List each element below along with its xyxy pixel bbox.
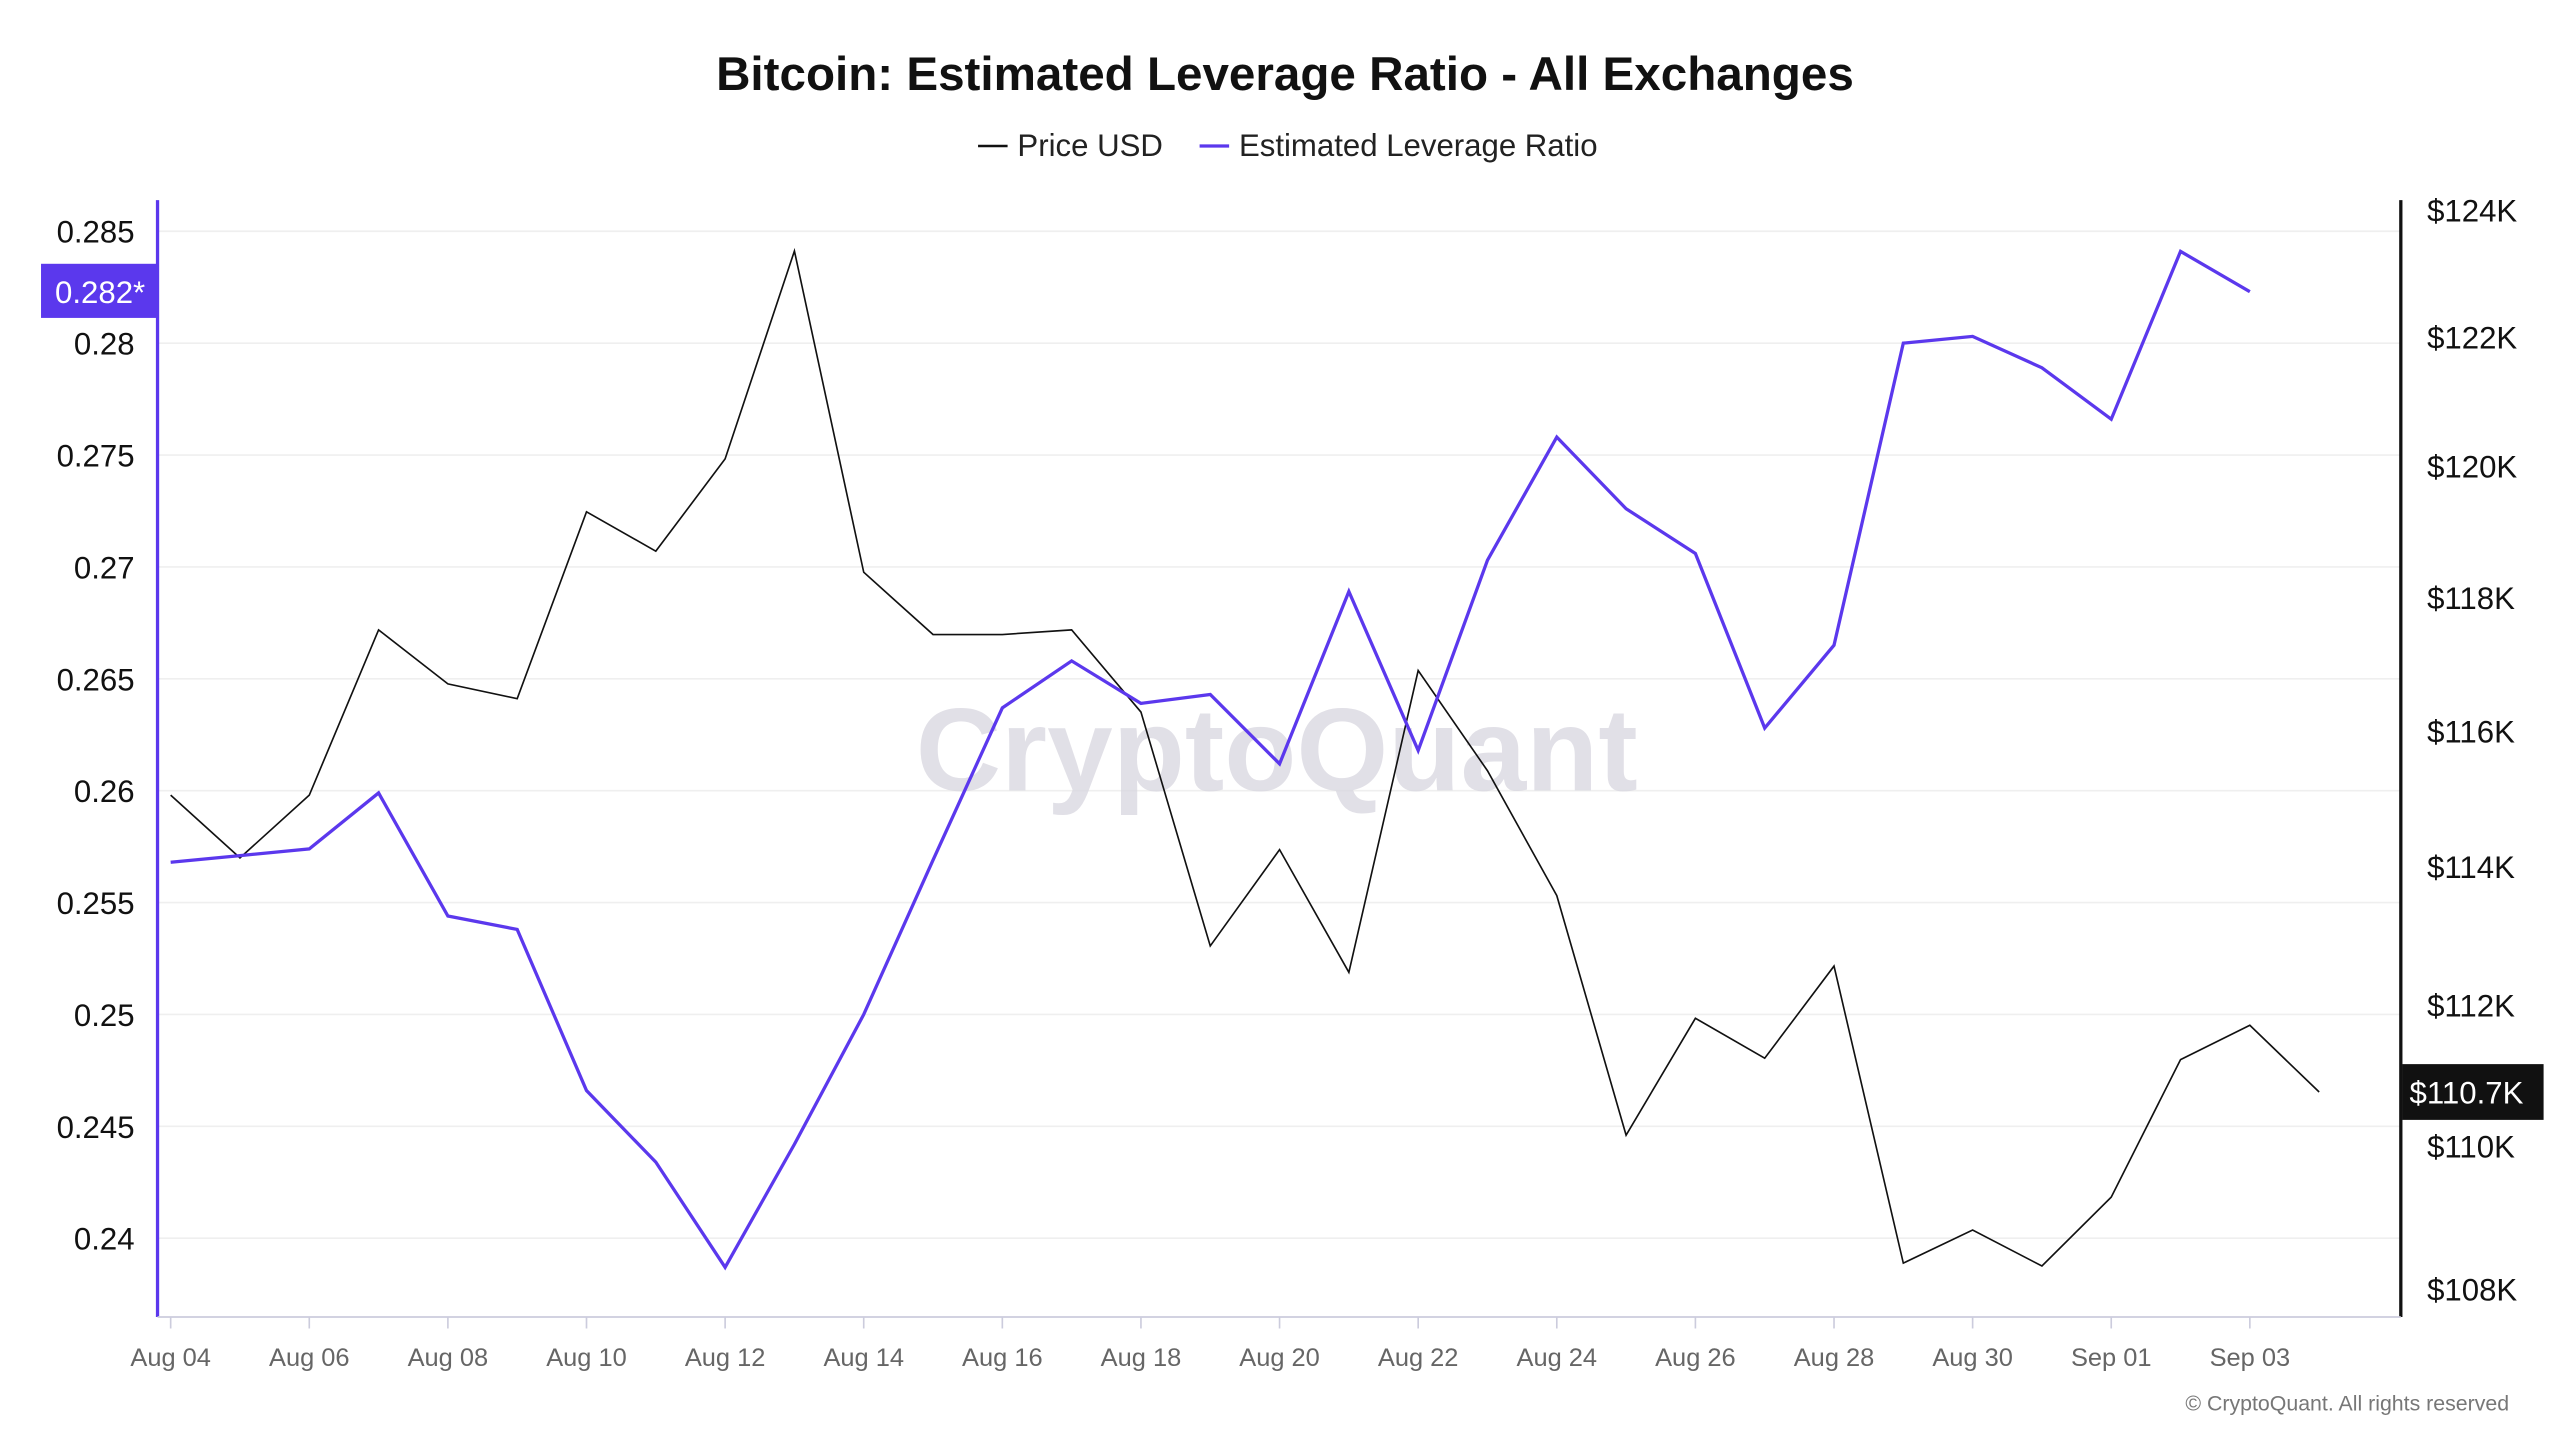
right-tick-label: $120K xyxy=(2427,450,2517,485)
x-tick-label: Aug 18 xyxy=(1101,1344,1182,1372)
right-tick-label: $124K xyxy=(2427,193,2517,228)
x-tick-label: Aug 16 xyxy=(962,1344,1043,1372)
x-tick-label: Aug 06 xyxy=(269,1344,350,1372)
left-tick-label: 0.265 xyxy=(57,662,135,697)
last-value-labels: 0.282* $110.7K xyxy=(41,263,2544,1120)
x-tick-label: Aug 30 xyxy=(1932,1344,2013,1372)
series-lines xyxy=(170,247,2320,1271)
right-tick-label: $118K xyxy=(2427,581,2515,616)
legend: Price USD Estimated Leverage Ratio xyxy=(978,128,1598,163)
watermark: CryptoQuant xyxy=(916,685,1638,817)
right-tick-label: $110K xyxy=(2427,1129,2515,1164)
legend-item-leverage[interactable]: Estimated Leverage Ratio xyxy=(1199,128,1598,163)
x-tick-label: Aug 20 xyxy=(1239,1344,1320,1372)
x-tick-label: Aug 28 xyxy=(1794,1344,1875,1372)
left-tick-label: 0.245 xyxy=(57,1110,135,1145)
chart-title: Bitcoin: Estimated Leverage Ratio - All … xyxy=(716,48,1854,101)
series-line-price-usd xyxy=(170,247,2320,1268)
legend-label-leverage: Estimated Leverage Ratio xyxy=(1239,128,1598,163)
price-last-value-label: $110.7K xyxy=(2410,1075,2524,1110)
x-tick-label: Aug 12 xyxy=(685,1344,766,1372)
series-line-estimated-leverage-ratio xyxy=(170,249,2251,1271)
right-tick-label: $112K xyxy=(2427,989,2515,1024)
legend-label-price: Price USD xyxy=(1017,128,1162,163)
copyright: © CryptoQuant. All rights reserved xyxy=(2185,1391,2509,1415)
legend-item-price[interactable]: Price USD xyxy=(978,128,1163,163)
leverage-last-value-badge xyxy=(41,263,158,318)
left-tick-label: 0.25 xyxy=(74,998,135,1033)
x-tick-label: Aug 10 xyxy=(546,1344,627,1372)
x-tick-label: Aug 22 xyxy=(1378,1344,1459,1372)
left-tick-label: 0.285 xyxy=(57,215,135,250)
right-tick-label: $122K xyxy=(2427,320,2517,355)
left-tick-label: 0.28 xyxy=(74,327,135,362)
x-tick-label: Aug 24 xyxy=(1517,1344,1598,1372)
gridlines xyxy=(157,230,2401,1240)
x-tick-label: Aug 08 xyxy=(408,1344,489,1372)
x-tick-label: Aug 04 xyxy=(130,1344,211,1372)
x-tick-label: Sep 01 xyxy=(2071,1344,2152,1372)
left-tick-label: 0.255 xyxy=(57,886,135,921)
right-tick-label: $116K xyxy=(2427,714,2515,749)
left-tick-label: 0.27 xyxy=(74,550,135,585)
leverage-last-value-label: 0.282* xyxy=(55,275,145,310)
price-last-value-badge xyxy=(2402,1064,2544,1120)
left-tick-label: 0.26 xyxy=(74,774,135,809)
right-tick-label: $114K xyxy=(2427,850,2515,885)
right-tick-label: $108K xyxy=(2427,1273,2517,1308)
x-tick-label: Sep 03 xyxy=(2210,1344,2291,1372)
left-tick-label: 0.275 xyxy=(57,439,135,474)
x-tick-label: Aug 26 xyxy=(1655,1344,1736,1372)
axes: 0.24 0.245 0.25 0.255 0.26 0.265 0.27 0.275 0.28… xyxy=(57,193,2518,1372)
left-tick-label: 0.24 xyxy=(74,1222,135,1257)
x-tick-label: Aug 14 xyxy=(823,1344,904,1372)
